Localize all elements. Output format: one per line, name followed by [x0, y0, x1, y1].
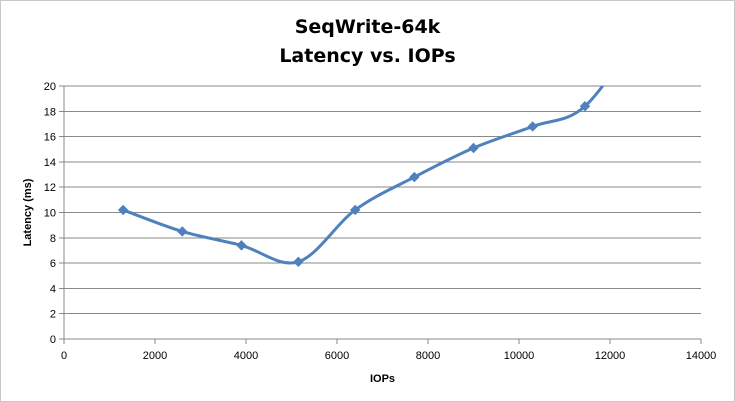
y-tick-label: 6 [50, 258, 56, 270]
x-axis-title: IOPs [370, 373, 395, 385]
data-point [293, 256, 304, 268]
x-tick-label: 6000 [325, 350, 349, 362]
data-point [579, 101, 591, 112]
y-tick-label: 16 [44, 132, 56, 144]
y-tick-label: 12 [44, 182, 56, 194]
y-tick-label: 8 [50, 233, 56, 245]
chart-subtitle: Latency vs. IOPs [279, 45, 456, 67]
y-axis-title: Latency (ms) [22, 178, 34, 246]
y-tick-label: 2 [50, 309, 56, 321]
x-tick-label: 2000 [143, 350, 167, 362]
x-tick-label: 14000 [686, 350, 717, 362]
data-point [409, 171, 420, 183]
series-line [121, 86, 605, 265]
y-tick-label: 20 [44, 81, 56, 93]
x-tick-label: 12000 [595, 350, 626, 362]
data-point [349, 204, 361, 216]
tick-labels: 0 2 4 6 8 10 12 14 16 18 20 0 2000 4000 6000 8000 10000 1… [44, 81, 717, 362]
chart-title: SeqWrite-64k [294, 16, 441, 38]
data-point [236, 240, 247, 251]
y-tick-label: 4 [50, 283, 56, 295]
y-tick-label: 0 [50, 334, 56, 346]
data-point [117, 204, 129, 216]
gridlines [64, 85, 701, 315]
y-tick-label: 14 [44, 157, 56, 169]
data-point [468, 142, 479, 154]
x-tick-label: 0 [61, 350, 67, 362]
y-tick-label: 18 [44, 106, 56, 118]
series-layer [117, 86, 605, 268]
x-tick-label: 8000 [416, 350, 440, 362]
data-point [177, 226, 188, 237]
x-tick-label: 4000 [234, 350, 258, 362]
y-tick-label: 10 [44, 208, 56, 220]
x-tick-label: 10000 [504, 350, 535, 362]
axes [59, 85, 702, 344]
data-point [527, 121, 538, 132]
